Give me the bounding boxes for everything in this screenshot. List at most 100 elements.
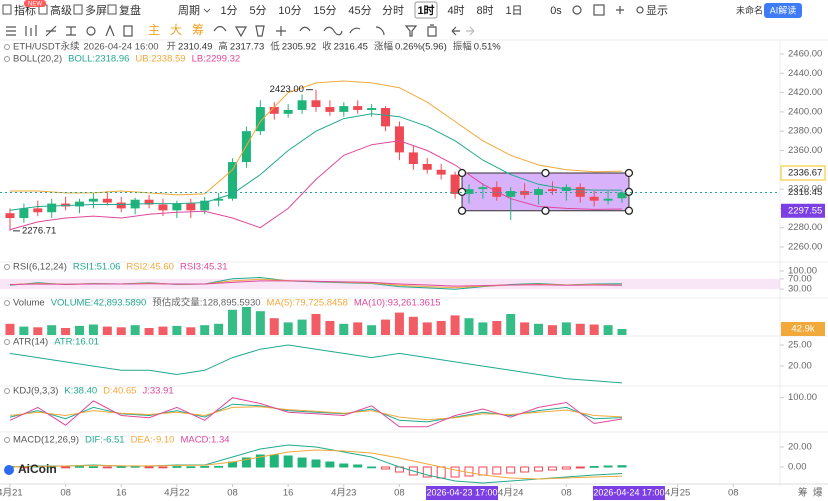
candle-body — [478, 187, 488, 190]
period-option[interactable]: 1分 — [220, 4, 237, 17]
candle-body — [422, 163, 432, 170]
box-bottom-label: 2297.55 — [788, 205, 822, 216]
indicator-line — [10, 80, 623, 196]
tool-icon[interactable] — [66, 26, 76, 36]
volume-bar — [492, 321, 502, 335]
stat-label: 高 — [218, 41, 228, 53]
period-option[interactable]: 4时 — [447, 4, 464, 17]
legend-eye-icon[interactable] — [4, 300, 10, 306]
y-tick-label: 2380.00 — [788, 126, 822, 137]
menu-icon[interactable] — [107, 4, 117, 15]
candle-body — [353, 106, 363, 110]
macd-bar — [520, 466, 530, 473]
period-option[interactable]: 分时 — [382, 4, 404, 17]
tool-icon[interactable] — [404, 25, 418, 37]
corner-button[interactable]: 筹 — [798, 487, 808, 499]
tool-icon[interactable] — [349, 27, 361, 34]
ai-button-label[interactable]: AI解读 — [770, 4, 797, 15]
candle-body — [186, 203, 196, 211]
menu-icon[interactable] — [2, 4, 12, 15]
tool-icon[interactable] — [86, 26, 96, 36]
period-option[interactable]: 8时 — [476, 4, 493, 17]
box-handle[interactable] — [541, 206, 550, 215]
legend-eye-icon[interactable] — [4, 388, 10, 394]
legend-eye-icon[interactable] — [4, 264, 10, 270]
indicator-shortcut[interactable]: 筹 — [192, 23, 204, 37]
period-option[interactable]: 10分 — [278, 4, 301, 17]
tool-icon[interactable] — [299, 26, 311, 32]
dropdown-icon — [203, 8, 211, 13]
camera-icon[interactable] — [572, 5, 582, 15]
volume-bar — [214, 323, 224, 335]
tool-icon[interactable] — [234, 26, 248, 38]
volume-bar — [436, 321, 446, 335]
volume-bar — [144, 328, 154, 335]
tool-icon[interactable] — [123, 25, 133, 37]
candle-body — [534, 189, 544, 195]
menu-item[interactable]: 高级 — [50, 3, 72, 17]
tool-icon[interactable] — [276, 26, 286, 36]
display-icon[interactable] — [636, 6, 644, 14]
volume-bar — [311, 314, 321, 335]
legend-entry: LB:2299.32 — [192, 54, 241, 65]
volume-bar — [283, 322, 293, 335]
settings-icon[interactable] — [616, 6, 624, 14]
box-handle[interactable] — [541, 168, 550, 178]
display-button[interactable]: 显示 — [646, 4, 668, 17]
box-handle[interactable] — [624, 206, 634, 215]
macd-bar — [186, 466, 196, 469]
macd-bar — [575, 466, 585, 469]
tool-icon[interactable] — [427, 24, 437, 37]
legend-eye-icon[interactable] — [4, 44, 10, 50]
box-handle[interactable] — [457, 168, 467, 178]
volume-bar — [200, 325, 210, 335]
x-tick-label: 4月21 — [0, 488, 23, 499]
tool-icon[interactable] — [213, 25, 227, 32]
undo-icon[interactable] — [451, 26, 460, 36]
indicator-line — [9, 449, 623, 480]
indicator-shortcut[interactable]: 主 — [148, 23, 160, 37]
period-option[interactable]: 1日 — [505, 5, 522, 17]
legend-eye-icon[interactable] — [4, 56, 10, 62]
tool-icon[interactable] — [255, 25, 265, 37]
box-handle[interactable] — [624, 168, 634, 178]
screen-icon[interactable] — [593, 4, 605, 16]
box-handle[interactable] — [457, 187, 467, 197]
period-label[interactable]: 周期 — [178, 4, 200, 17]
period-option[interactable]: 15分 — [313, 4, 336, 17]
box-handle[interactable] — [457, 206, 467, 215]
tool-icon[interactable] — [6, 26, 16, 36]
tool-icon[interactable] — [45, 25, 57, 37]
redo-icon[interactable] — [466, 26, 475, 36]
legend-eye-icon[interactable] — [4, 437, 10, 443]
drawing-tools[interactable] — [6, 4, 644, 38]
layout-name[interactable]: 未命名 — [736, 4, 763, 15]
stat-label: 振幅 — [453, 41, 473, 53]
volume-bar — [5, 323, 15, 335]
menu-icon[interactable] — [73, 4, 83, 15]
indicator-shortcut[interactable]: 大 — [170, 23, 182, 37]
macd-bar — [61, 466, 71, 469]
tool-icon[interactable] — [323, 26, 343, 36]
corner-button[interactable]: 爆 — [813, 487, 823, 499]
tool-icon[interactable] — [25, 25, 37, 36]
tool-icon[interactable] — [375, 26, 385, 36]
menu-item[interactable]: 多屏 — [85, 3, 107, 17]
ai-button[interactable] — [764, 3, 802, 18]
menu-item[interactable]: 复盘 — [119, 3, 141, 17]
period-option[interactable]: 45分 — [348, 4, 371, 17]
period-option[interactable]: 5分 — [249, 4, 266, 17]
range-box[interactable] — [461, 172, 630, 212]
indicator-line — [9, 397, 623, 428]
legend-entry: DIF:-6.51 — [85, 435, 125, 446]
box-handle[interactable] — [624, 187, 634, 197]
macd-bar — [381, 466, 391, 470]
x-tick-label: 08 — [561, 488, 572, 499]
period-option[interactable]: 1时 — [417, 3, 434, 17]
x-tick-label: 16 — [116, 488, 127, 499]
tool-icon[interactable] — [105, 24, 115, 37]
x-tick-label: 4月25 — [665, 488, 690, 499]
macd-bar — [102, 466, 112, 469]
legend-eye-icon[interactable] — [4, 339, 10, 345]
candle-body — [283, 109, 293, 114]
